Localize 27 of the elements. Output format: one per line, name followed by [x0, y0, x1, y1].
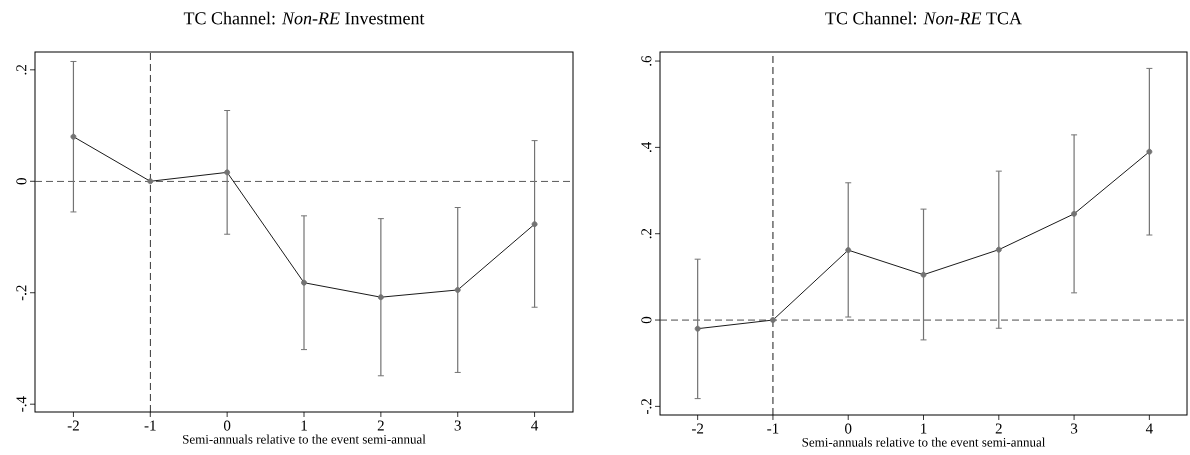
x-tick-label: 1: [301, 420, 307, 431]
x-tick-label: -1: [767, 423, 779, 434]
y-tick-label: -.2: [641, 399, 652, 414]
y-tick-label: -.4: [16, 396, 27, 412]
y-tick-label: .2: [641, 228, 652, 239]
x-tick-label: 1: [921, 423, 927, 434]
x-tick-label: 4: [531, 420, 539, 431]
x-tick-label: 2: [995, 423, 1002, 434]
y-tick-label: 0: [16, 178, 27, 185]
chart-title: TC Channel: Non-RE Investment: [183, 11, 425, 25]
x-tick-label: 2: [377, 420, 384, 431]
chart-title: TC Channel: Non-RE TCA: [825, 11, 1022, 25]
y-tick-label: -.2: [16, 285, 27, 301]
x-axis-title: Semi-annuals relative to the event semi-annual: [183, 434, 426, 444]
x-tick-label: -2: [67, 420, 79, 431]
x-tick-label: -1: [144, 420, 156, 431]
y-tick-label: .4: [641, 142, 652, 153]
x-tick-label: 0: [223, 420, 231, 431]
x-tick-label: 3: [1071, 423, 1078, 434]
y-tick-label: 0: [641, 316, 652, 324]
y-tick-label: .2: [16, 65, 27, 75]
y-tick-label: .6: [641, 55, 652, 66]
x-tick-label: 4: [1145, 423, 1153, 434]
x-axis-title: Semi-annuals relative to the event semi-annual: [802, 437, 1046, 447]
x-tick-label: -2: [691, 423, 704, 434]
x-tick-label: 0: [845, 423, 852, 434]
x-tick-label: 3: [454, 420, 461, 431]
